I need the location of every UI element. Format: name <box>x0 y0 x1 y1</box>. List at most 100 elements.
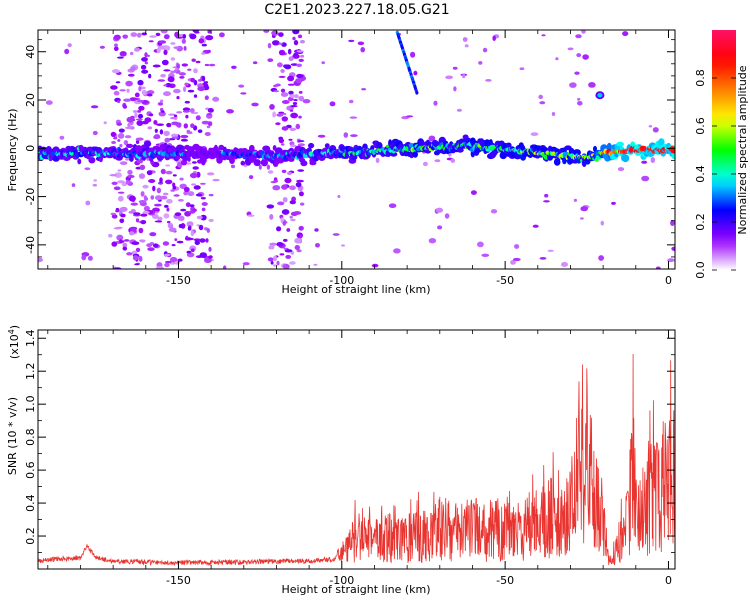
heat-noise-cell <box>428 238 437 244</box>
heat-scatter-cell <box>164 253 171 257</box>
heat-scatter-cell <box>110 131 117 137</box>
heat-ridge-halo <box>553 158 561 166</box>
heat-scatter-cell <box>292 36 296 41</box>
snr-y-tick-label: 1.4 <box>24 329 37 347</box>
heat-noise-cell <box>490 209 498 214</box>
heat-scatter-cell <box>139 239 146 243</box>
heat-noise-cell <box>341 244 345 247</box>
heat-scatter-cell <box>280 92 289 97</box>
heat-scatter-cell <box>167 76 175 83</box>
heat-noise-cell <box>541 34 546 37</box>
heat-scatter-cell <box>153 120 158 125</box>
heat-scatter-cell <box>297 34 303 39</box>
heat-scatter-cell <box>283 238 288 242</box>
heat-scatter-cell <box>142 184 149 189</box>
heat-noise-cell <box>163 130 170 137</box>
heat-scatter-cell <box>160 30 168 34</box>
heat-scatter-cell <box>193 68 198 74</box>
heat-scatter-cell <box>176 161 183 168</box>
heat-scatter-cell <box>187 131 193 134</box>
heat-scatter-cell <box>300 54 305 58</box>
heat-scatter-cell <box>130 66 136 72</box>
heat-scatter-cell <box>191 58 196 62</box>
heat-scatter-cell <box>179 177 184 181</box>
heat-noise-cell <box>551 112 556 116</box>
heat-scatter-cell <box>134 263 140 266</box>
heat-noise-cell <box>652 127 659 133</box>
heat-noise-cell <box>127 169 133 175</box>
heat-scatter-cell <box>266 204 275 209</box>
heat-noise-cell <box>388 203 397 208</box>
heat-scatter-cell <box>134 112 138 119</box>
heat-noise-cell <box>289 141 295 146</box>
heat-scatter-cell <box>184 100 190 104</box>
heat-scatter-cell <box>140 213 148 217</box>
heat-scatter-cell <box>129 231 135 236</box>
heat-noise-cell <box>125 80 133 87</box>
heat-scatter-cell <box>281 100 290 104</box>
heat-noise-cell <box>530 132 539 137</box>
heat-noise-cell <box>219 32 225 38</box>
heat-scatter-cell <box>177 258 183 262</box>
heat-scatter-cell <box>207 121 213 127</box>
heat-scatter-cell <box>185 114 189 119</box>
heat-noise-cell <box>116 234 124 241</box>
heat-noise-cell <box>240 92 247 95</box>
heat-noise-cell <box>317 134 326 138</box>
heat-scatter-cell <box>185 237 194 241</box>
heat-noise-cell <box>510 260 516 265</box>
heat-ridge-halo <box>606 142 612 151</box>
heat-scatter-cell <box>115 81 121 84</box>
heat-noise-cell <box>181 38 186 44</box>
heat-scatter-cell <box>148 73 152 79</box>
heat-scatter-cell <box>200 214 207 221</box>
heat-scatter-cell <box>300 202 305 206</box>
heat-scatter-cell <box>116 56 124 59</box>
heat-noise-cell <box>617 167 625 172</box>
heat-scatter-cell <box>197 86 206 92</box>
heat-noise-cell <box>81 254 87 261</box>
heat-scatter-cell <box>129 97 138 102</box>
colorbar-tick-label: 0.8 <box>694 69 707 87</box>
heat-scatter-cell <box>120 161 128 166</box>
heat-scatter-cell <box>199 182 206 185</box>
heat-scatter-cell <box>196 215 203 220</box>
heat-scatter-cell <box>284 177 292 184</box>
heat-scatter-cell <box>281 116 288 122</box>
heat-scatter-cell <box>293 211 302 215</box>
heat-scatter-cell <box>289 109 294 112</box>
heat-scatter-cell <box>116 122 122 126</box>
heat-ridge-halo <box>77 158 82 165</box>
heat-noise-cell <box>656 266 661 269</box>
heat-noise-cell <box>519 67 525 70</box>
heat-ridge-halo <box>456 148 464 153</box>
snr-series-line <box>38 353 675 567</box>
colorbar-tick-label: 0.4 <box>694 165 707 183</box>
heat-blob-core <box>597 93 603 98</box>
heat-scatter-cell <box>182 107 191 112</box>
heat-noise-cell <box>371 263 379 268</box>
heat-scatter-cell <box>122 34 128 39</box>
heat-scatter-cell <box>154 211 159 214</box>
heat-noise-cell <box>357 41 365 46</box>
heat-scatter-cell <box>277 201 285 206</box>
heat-scatter-cell <box>289 94 296 98</box>
heat-scatter-cell <box>157 216 163 221</box>
heat-scatter-cell <box>280 69 285 73</box>
heat-scatter-cell <box>141 89 147 96</box>
heat-scatter-cell <box>140 191 145 197</box>
colorbar-ticks: 0.0 0.2 0.4 0.6 0.8 <box>694 69 736 279</box>
heat-ridge-core <box>408 143 415 148</box>
heat-scatter-cell <box>118 128 125 133</box>
heat-noise-cell <box>538 94 543 100</box>
heat-noise-cell <box>445 75 453 80</box>
heat-scatter-cell <box>276 226 282 232</box>
heat-noise-cell <box>478 61 483 65</box>
heat-noise-cell <box>134 92 140 98</box>
heat-scatter-cell <box>130 51 134 56</box>
heat-scatter-cell <box>206 113 212 116</box>
heat-scatter-cell <box>187 89 195 93</box>
spectrogram-y-tick-label: -40 <box>24 236 37 254</box>
heat-scatter-cell <box>183 186 190 193</box>
heat-scatter-cell <box>187 68 192 71</box>
